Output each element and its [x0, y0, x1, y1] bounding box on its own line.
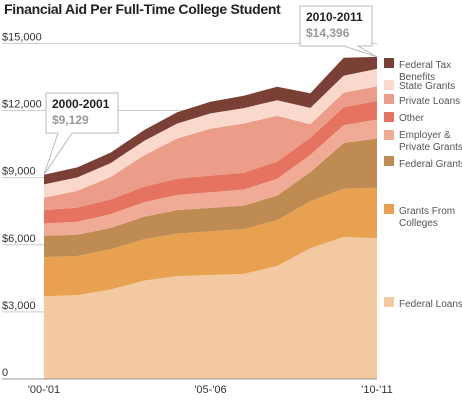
y-tick-label: $12,000: [2, 99, 42, 111]
callout-value: $14,396: [306, 26, 350, 40]
legend-label: Private Loans: [399, 96, 460, 107]
y-tick-label: $9,000: [2, 166, 36, 178]
y-tick-label: $6,000: [2, 233, 36, 245]
y-tick-label: $3,000: [2, 300, 36, 312]
chart-title: Financial Aid Per Full-Time College Stud…: [4, 1, 281, 17]
callout-value: $9,129: [52, 113, 89, 127]
legend-swatch: [384, 130, 394, 140]
area-layer: [44, 56, 377, 379]
y-tick-label: $15,000: [2, 31, 42, 43]
area-series-grants-from-colleges: [44, 187, 377, 297]
legend-swatch: [384, 94, 394, 104]
legend-swatch: [384, 58, 394, 68]
y-tick-label: 0: [2, 367, 8, 379]
legend-label: State Grants: [399, 81, 455, 92]
legend-swatch: [384, 80, 394, 90]
callout-box: [43, 92, 119, 176]
area-series-other: [44, 100, 377, 224]
legend-label: Other: [399, 113, 425, 124]
area-series-federal-grants: [44, 138, 377, 258]
area-series-state-grants: [44, 68, 377, 198]
legend-swatch: [384, 112, 394, 122]
legend-label: Employer & Private Grants: [399, 130, 462, 153]
area-series-federal-loans: [44, 236, 377, 379]
legend-label: Federal Grants: [399, 159, 462, 170]
legend-swatch: [384, 297, 394, 307]
x-tick-label: '00-'01: [28, 384, 60, 396]
legend-label: Federal Loans: [399, 299, 462, 310]
callout-title: 2000-2001: [52, 97, 110, 111]
area-series-private-loans: [44, 86, 377, 211]
callout-layer: 2000-2001 $9,129 2010-2011 $14,396: [43, 5, 378, 176]
callout-box: [299, 5, 378, 58]
area-series-employer-private-grants: [44, 119, 377, 236]
legend-layer: Federal Loans Grants From Colleges Federal …: [384, 58, 462, 310]
legend-label: Federal Tax Benefits: [399, 60, 451, 83]
legend-label: Grants From Colleges: [399, 206, 455, 229]
x-tick-label: '10-'11: [361, 384, 393, 396]
x-tick-label: '05-'06: [194, 384, 226, 396]
area-series-federal-tax-benefits: [44, 56, 377, 185]
axis-layer: 0 $3,000 $6,000 $9,000 $12,000 $15,000 '00-'01…: [2, 31, 393, 396]
callout-title: 2010-2011: [306, 10, 363, 24]
legend-swatch: [384, 204, 394, 214]
legend-swatch: [384, 156, 394, 166]
